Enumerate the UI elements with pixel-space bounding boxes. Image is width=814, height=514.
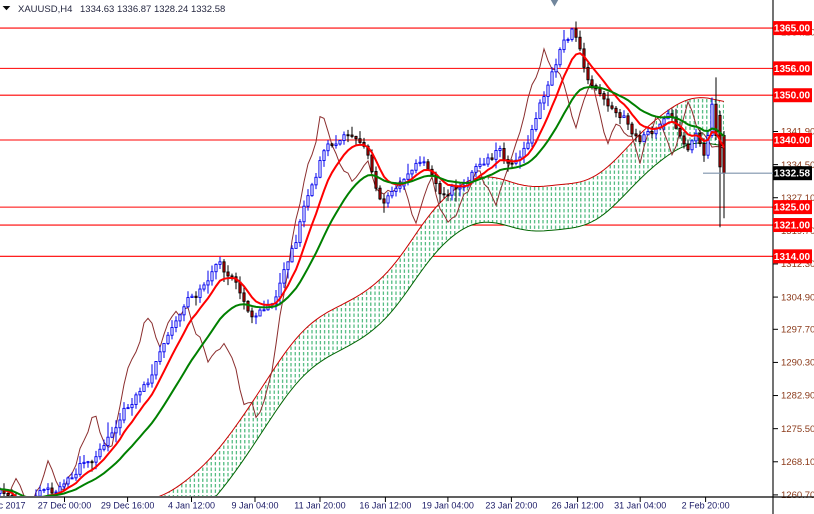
- svg-text:31 Jan 04:00: 31 Jan 04:00: [614, 501, 666, 511]
- svg-text:1314.00: 1314.00: [774, 252, 811, 263]
- svg-text:23 Jan 20:00: 23 Jan 20:00: [485, 501, 537, 511]
- svg-text:27 Dec 00:00: 27 Dec 00:00: [38, 501, 92, 511]
- svg-text:1304.90: 1304.90: [781, 292, 814, 303]
- svg-text:1332.58: 1332.58: [774, 169, 811, 180]
- svg-text:1340.00: 1340.00: [774, 135, 811, 146]
- svg-text:4 Jan 12:00: 4 Jan 12:00: [168, 501, 215, 511]
- svg-text:9 Jan 04:00: 9 Jan 04:00: [231, 501, 278, 511]
- svg-text:1350.00: 1350.00: [774, 91, 811, 102]
- svg-text:1260.70: 1260.70: [781, 490, 814, 501]
- svg-text:11 Jan 20:00: 11 Jan 20:00: [294, 501, 345, 511]
- svg-text:2 Feb 20:00: 2 Feb 20:00: [682, 501, 730, 511]
- svg-text:26 Jan 12:00: 26 Jan 12:00: [552, 501, 604, 511]
- svg-text:21 Dec 2017: 21 Dec 2017: [0, 501, 26, 511]
- svg-text:1321.00: 1321.00: [774, 220, 811, 231]
- svg-text:1268.10: 1268.10: [781, 457, 814, 468]
- svg-text:1282.90: 1282.90: [781, 391, 814, 402]
- svg-text:1356.00: 1356.00: [774, 64, 811, 75]
- svg-text:XAUUSD,H4: XAUUSD,H4: [18, 4, 72, 15]
- svg-text:1297.70: 1297.70: [781, 325, 814, 336]
- svg-text:16 Jan 12:00: 16 Jan 12:00: [359, 501, 411, 511]
- svg-text:1325.00: 1325.00: [774, 203, 811, 214]
- svg-text:29 Dec 16:00: 29 Dec 16:00: [101, 501, 155, 511]
- svg-text:1365.00: 1365.00: [774, 24, 811, 35]
- svg-text:1290.30: 1290.30: [781, 358, 814, 369]
- svg-text:1275.50: 1275.50: [781, 424, 814, 435]
- svg-text:1334.63 1336.87 1328.24 1332.5: 1334.63 1336.87 1328.24 1332.58: [80, 4, 225, 15]
- svg-text:19 Jan 04:00: 19 Jan 04:00: [422, 501, 474, 511]
